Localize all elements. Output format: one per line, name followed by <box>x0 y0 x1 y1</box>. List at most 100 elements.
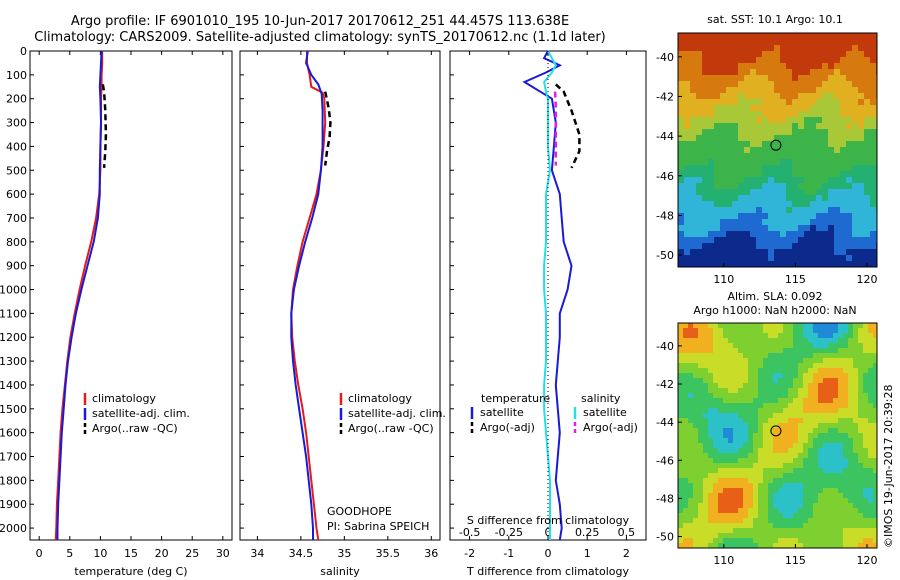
sst-lat-label: -46 <box>656 170 674 183</box>
depth-tick-label: 1100 <box>0 307 27 320</box>
depth-tick-label: 700 <box>6 212 27 225</box>
sdiff-tick-label: -0.5 <box>459 526 480 539</box>
diff-series-line <box>522 50 573 541</box>
float-program: GOODHOPE <box>327 505 392 518</box>
tdiff-x-tick-label: 2 <box>623 547 630 560</box>
temp-legend-label: climatology <box>92 392 156 405</box>
temp-x-tick-label: 10 <box>93 547 107 560</box>
sst-lat-label: -42 <box>656 90 674 103</box>
depth-tick-label: 600 <box>6 188 27 201</box>
depth-tick-label: 200 <box>6 93 27 106</box>
depth-tick-label: 1600 <box>0 427 27 440</box>
diff-legend-label: satellite <box>583 406 627 419</box>
depth-tick-label: 2000 <box>0 522 27 535</box>
sst-lat-label: -50 <box>656 249 674 262</box>
depth-tick-label: 1500 <box>0 403 27 416</box>
tdiff-x-tick-label: 1 <box>584 547 591 560</box>
tdiff-x-tick-label: -2 <box>464 547 475 560</box>
header-line-1: Argo profile: IF 6901010_195 10-Jun-2017… <box>70 14 570 29</box>
depth-tick-label: 900 <box>6 260 27 273</box>
sdiff-tick-label: -0.25 <box>495 526 523 539</box>
sla-map-title-1: Altim. SLA: 0.092 <box>727 290 823 303</box>
temp-x-tick-label: 5 <box>66 547 73 560</box>
tdiff-xlabel: T difference from climatology <box>466 565 629 578</box>
sst-map-title: sat. SST: 10.1 Argo: 10.1 <box>707 13 843 26</box>
sla-lat-label: -42 <box>656 378 674 391</box>
temperature-xlabel: temperature (deg C) <box>74 565 187 578</box>
sst-map-frame <box>677 32 878 268</box>
sal-x-tick-label: 35.5 <box>376 547 401 560</box>
temp-x-tick-label: 30 <box>216 547 230 560</box>
temp-series-line <box>56 50 103 540</box>
temp-series-line <box>101 84 108 168</box>
depth-tick-label: 800 <box>6 236 27 249</box>
depth-tick-label: 0 <box>20 45 27 58</box>
sal-series-line <box>290 50 324 540</box>
sal-x-tick-label: 35 <box>337 547 351 560</box>
depth-tick-label: 1300 <box>0 355 27 368</box>
sla-lat-label: -46 <box>656 454 674 467</box>
sst-argo-marker <box>770 139 782 151</box>
sal-x-tick-label: 34 <box>250 547 264 560</box>
sst-lat-label: -44 <box>656 130 674 143</box>
salinity-xlabel: salinity <box>320 565 360 578</box>
sst-lat-label: -48 <box>656 209 674 222</box>
diff-series-line <box>543 50 557 540</box>
diff-legend-head-sal: salinity <box>581 392 621 405</box>
depth-tick-label: 1800 <box>0 474 27 487</box>
sla-lon-label: 115 <box>785 554 806 567</box>
sst-lon-label: 115 <box>785 273 806 286</box>
temp-x-tick-label: 20 <box>155 547 169 560</box>
sdiff-tick-label: 0.5 <box>618 526 636 539</box>
sal-series-line <box>323 91 332 166</box>
imos-credit: ©IMOS 19-Jun-2017 20:39:28 <box>882 384 895 548</box>
temp-legend-label: Argo(..raw -QC) <box>92 422 178 435</box>
sla-lat-label: -40 <box>656 340 674 353</box>
sla-map-image <box>678 323 877 548</box>
temp-x-tick-label: 0 <box>36 547 43 560</box>
sal-x-tick-label: 36 <box>424 547 438 560</box>
temp-legend-label: satellite-adj. clim. <box>92 407 190 420</box>
diff-series-line <box>554 83 581 169</box>
sal-legend-label: satellite-adj. clim. <box>348 407 446 420</box>
salinity-axes <box>239 50 441 541</box>
depth-tick-label: 1400 <box>0 379 27 392</box>
sst-lat-label: -40 <box>656 51 674 64</box>
sdiff-label: S difference from climatology <box>467 514 630 527</box>
figure-header: Argo profile: IF 6901010_195 10-Jun-2017… <box>0 14 640 46</box>
diff-series-line <box>553 91 558 166</box>
depth-tick-label: 300 <box>6 117 27 130</box>
sla-lat-label: -44 <box>656 416 674 429</box>
diff-legend-head-temp: temperature <box>481 392 550 405</box>
temp-series-line <box>54 51 104 541</box>
sst-lon-label: 110 <box>713 273 734 286</box>
sla-map-frame <box>677 322 878 549</box>
diff-legend-label: Argo(-adj) <box>583 421 638 434</box>
sdiff-tick-label: 0 <box>545 526 552 539</box>
sla-map-title-2: Argo h1000: NaN h2000: NaN <box>693 304 857 317</box>
depth-tick-label: 400 <box>6 140 27 153</box>
depth-tick-label: 500 <box>6 164 27 177</box>
sla-lat-label: -50 <box>656 531 674 544</box>
sal-x-tick-label: 34.5 <box>289 547 314 560</box>
sal-legend-label: climatology <box>348 392 412 405</box>
sla-lat-label: -48 <box>656 492 674 505</box>
float-pi: PI: Sabrina SPEICH <box>327 520 429 533</box>
tdiff-x-tick-label: 0 <box>545 547 552 560</box>
sal-series-line <box>290 51 327 541</box>
sla-lon-label: 120 <box>856 554 877 567</box>
depth-tick-label: 1000 <box>0 284 27 297</box>
sal-legend-label: Argo(..raw -QC) <box>348 422 434 435</box>
depth-tick-label: 1900 <box>0 498 27 511</box>
sdiff-tick-label: 0.25 <box>575 526 600 539</box>
sla-argo-marker <box>770 425 782 437</box>
temp-x-tick-label: 25 <box>185 547 199 560</box>
depth-tick-label: 1200 <box>0 331 27 344</box>
header-line-2: Climatology: CARS2009. Satellite-adjuste… <box>34 30 606 45</box>
sla-lon-label: 110 <box>713 554 734 567</box>
depth-tick-label: 1700 <box>0 451 27 464</box>
depth-tick-label: 100 <box>6 69 27 82</box>
tdiff-x-tick-label: -1 <box>503 547 514 560</box>
sst-map-image <box>678 33 877 267</box>
